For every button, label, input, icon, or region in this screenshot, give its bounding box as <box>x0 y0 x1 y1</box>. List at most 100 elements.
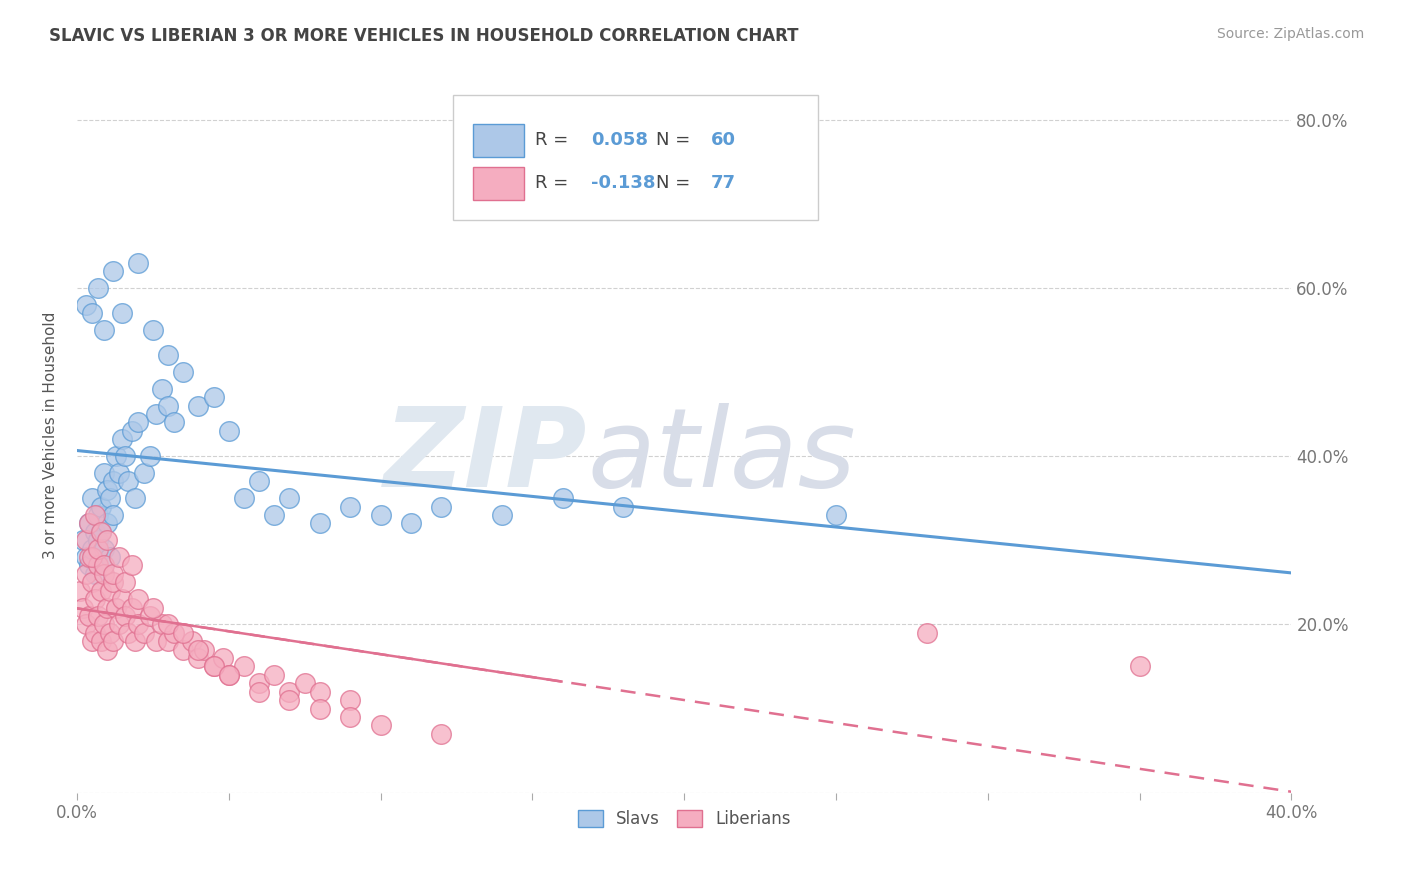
Point <box>339 500 361 514</box>
Point <box>294 676 316 690</box>
Point <box>84 508 107 522</box>
Point <box>98 625 121 640</box>
Point <box>72 600 94 615</box>
Point <box>98 583 121 598</box>
Point <box>80 634 103 648</box>
Text: 77: 77 <box>711 174 735 193</box>
Point <box>114 575 136 590</box>
Point <box>150 617 173 632</box>
Point <box>156 348 179 362</box>
Point <box>263 508 285 522</box>
FancyBboxPatch shape <box>472 124 524 157</box>
Point <box>93 558 115 573</box>
Point <box>90 524 112 539</box>
Point <box>551 491 574 505</box>
Point <box>77 550 100 565</box>
Point <box>124 634 146 648</box>
Point <box>247 475 270 489</box>
Point <box>105 449 128 463</box>
Point <box>202 390 225 404</box>
Point <box>103 264 125 278</box>
Point <box>75 550 97 565</box>
Point <box>127 255 149 269</box>
Point <box>108 466 131 480</box>
Y-axis label: 3 or more Vehicles in Household: 3 or more Vehicles in Household <box>44 311 58 558</box>
Point <box>278 693 301 707</box>
Point <box>84 566 107 581</box>
Text: N =: N = <box>657 174 696 193</box>
Point <box>399 516 422 531</box>
Point <box>103 508 125 522</box>
Point <box>139 449 162 463</box>
Point <box>218 668 240 682</box>
Point <box>127 416 149 430</box>
Point <box>370 508 392 522</box>
Point <box>187 642 209 657</box>
Text: R =: R = <box>534 131 574 149</box>
Point <box>77 516 100 531</box>
Point <box>172 625 194 640</box>
Point <box>218 668 240 682</box>
Point <box>339 693 361 707</box>
Text: R =: R = <box>534 174 574 193</box>
Point <box>263 668 285 682</box>
Point <box>114 449 136 463</box>
Point <box>117 475 139 489</box>
Point <box>108 617 131 632</box>
Point <box>93 323 115 337</box>
Point <box>187 651 209 665</box>
Point <box>247 684 270 698</box>
Point <box>139 609 162 624</box>
Point <box>111 592 134 607</box>
Text: N =: N = <box>657 131 696 149</box>
Point <box>77 558 100 573</box>
Point <box>308 701 330 715</box>
Point <box>87 508 110 522</box>
Point <box>75 533 97 548</box>
Point <box>202 659 225 673</box>
Point <box>1129 659 1152 673</box>
Point <box>90 524 112 539</box>
Point <box>84 592 107 607</box>
Point <box>98 550 121 565</box>
Point <box>124 491 146 505</box>
Point <box>211 651 233 665</box>
Point <box>90 583 112 598</box>
Point <box>77 516 100 531</box>
Point <box>87 541 110 556</box>
Legend: Slavs, Liberians: Slavs, Liberians <box>571 803 797 834</box>
Point <box>232 659 254 673</box>
Point <box>108 550 131 565</box>
Point <box>156 634 179 648</box>
Point <box>430 727 453 741</box>
Point <box>93 566 115 581</box>
Point <box>121 424 143 438</box>
Point <box>181 634 204 648</box>
Point <box>825 508 848 522</box>
Point <box>491 508 513 522</box>
Point <box>121 558 143 573</box>
Point <box>96 483 118 497</box>
Point <box>93 466 115 480</box>
Point <box>202 659 225 673</box>
Point <box>156 617 179 632</box>
Point <box>90 500 112 514</box>
Point <box>150 382 173 396</box>
Point <box>163 416 186 430</box>
Text: 0.058: 0.058 <box>591 131 648 149</box>
Point <box>87 558 110 573</box>
Point <box>117 625 139 640</box>
Point <box>111 432 134 446</box>
Point <box>127 617 149 632</box>
Text: ZIP: ZIP <box>384 403 586 510</box>
Point <box>103 475 125 489</box>
FancyBboxPatch shape <box>472 167 524 200</box>
Point <box>84 524 107 539</box>
Point <box>142 600 165 615</box>
Point <box>121 600 143 615</box>
Point <box>96 533 118 548</box>
Point <box>80 541 103 556</box>
Point <box>103 634 125 648</box>
Point <box>142 323 165 337</box>
Point <box>278 491 301 505</box>
